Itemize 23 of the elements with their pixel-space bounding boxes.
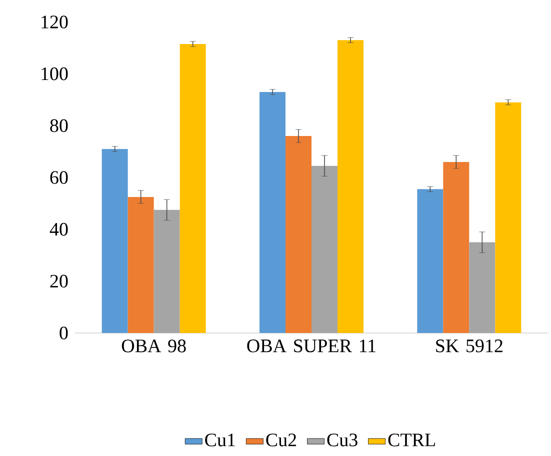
bar (286, 136, 312, 333)
x-tick-label: OBA SUPER 11 (247, 340, 376, 352)
y-tick-label: 60 (50, 171, 68, 184)
y-tick-label: 120 (42, 16, 68, 28)
y-tick-label: 40 (50, 222, 68, 236)
y-tick-label: 20 (50, 274, 68, 288)
bar (417, 189, 444, 333)
y-tick-label: 100 (42, 67, 68, 80)
legend-label: CTRL (388, 434, 435, 446)
legend-label: Cu1 (205, 434, 235, 446)
bar (180, 44, 206, 333)
bar (443, 162, 470, 333)
bar (102, 148, 128, 333)
bar (338, 40, 364, 333)
bar (128, 196, 154, 333)
bar (260, 92, 286, 333)
y-tick-label: 0 (60, 326, 68, 340)
legend-label: Cu3 (327, 434, 358, 446)
x-tick-label: SK 5912 (436, 340, 502, 352)
legend-label: Cu2 (266, 434, 296, 446)
bar (495, 102, 522, 333)
x-tick-label: OBA 98 (122, 340, 186, 352)
y-tick-label: 80 (50, 119, 68, 132)
